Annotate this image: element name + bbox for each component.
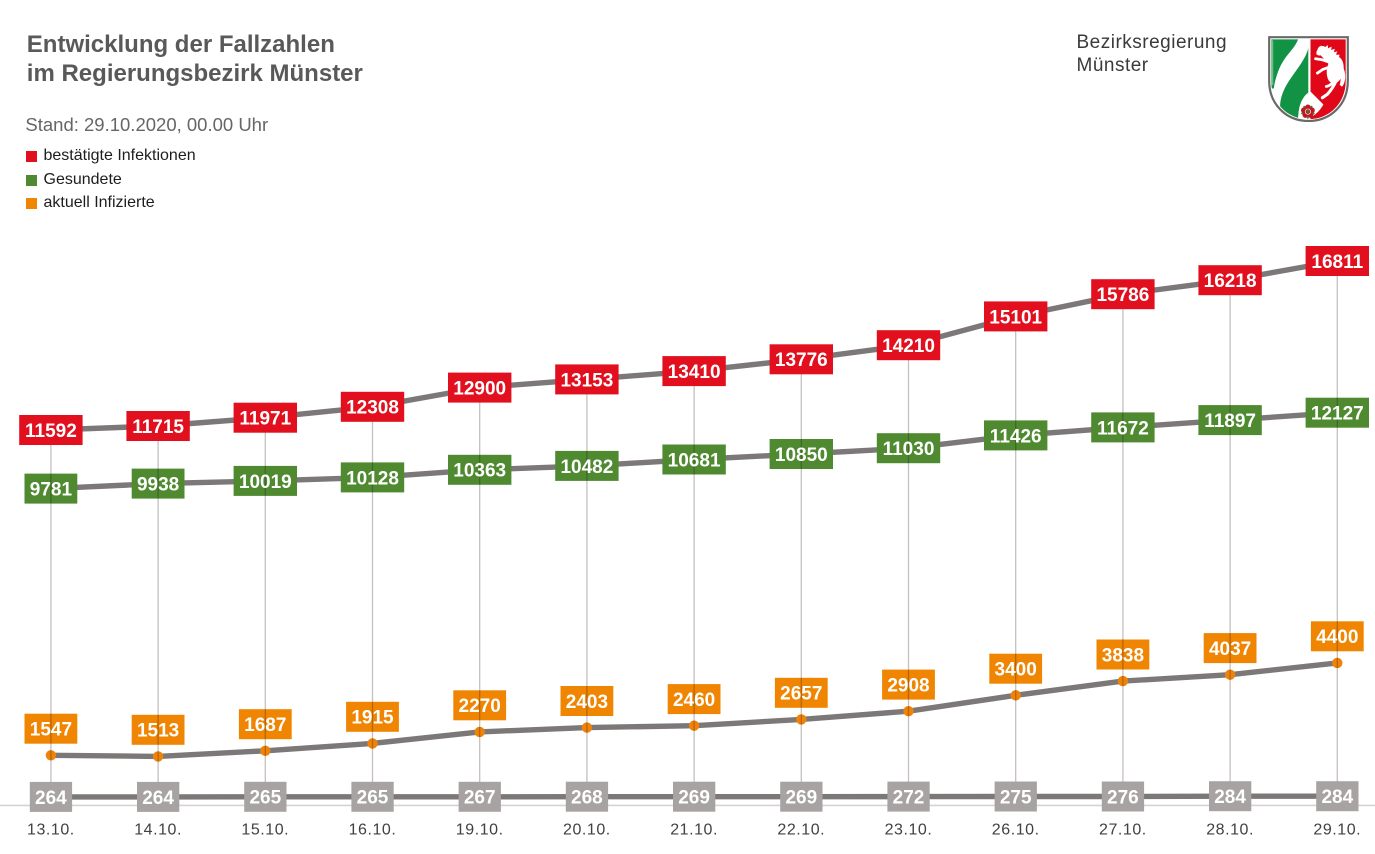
svg-text:26.10.: 26.10. (992, 822, 1040, 839)
svg-text:10019: 10019 (239, 472, 292, 493)
svg-text:10681: 10681 (668, 450, 721, 471)
svg-text:13410: 13410 (668, 362, 721, 383)
svg-text:13.10.: 13.10. (27, 822, 75, 839)
svg-text:15.10.: 15.10. (241, 822, 289, 839)
svg-text:284: 284 (1321, 787, 1353, 808)
svg-text:16811: 16811 (1311, 252, 1363, 273)
svg-text:28.10.: 28.10. (1206, 822, 1254, 839)
svg-text:9781: 9781 (30, 480, 73, 501)
svg-text:11672: 11672 (1097, 418, 1149, 439)
svg-text:1915: 1915 (351, 708, 394, 729)
svg-text:4037: 4037 (1209, 639, 1251, 660)
svg-text:275: 275 (1000, 787, 1032, 808)
svg-text:265: 265 (357, 788, 389, 809)
svg-text:11592: 11592 (25, 421, 77, 442)
svg-text:13153: 13153 (560, 370, 613, 391)
svg-text:20.10.: 20.10. (563, 822, 611, 839)
svg-text:11426: 11426 (990, 426, 1042, 447)
svg-text:284: 284 (1214, 787, 1246, 808)
svg-text:1687: 1687 (244, 715, 286, 736)
svg-text:11030: 11030 (883, 439, 935, 460)
svg-text:267: 267 (464, 788, 496, 809)
svg-text:268: 268 (571, 788, 603, 809)
svg-text:29.10.: 29.10. (1313, 822, 1361, 839)
svg-text:2657: 2657 (780, 684, 822, 705)
svg-text:276: 276 (1107, 787, 1139, 808)
svg-text:1547: 1547 (30, 720, 72, 741)
svg-text:1513: 1513 (137, 721, 179, 742)
svg-text:16.10.: 16.10. (349, 822, 397, 839)
svg-text:264: 264 (142, 788, 174, 809)
svg-text:23.10.: 23.10. (885, 822, 933, 839)
svg-text:10482: 10482 (560, 457, 613, 478)
svg-text:11715: 11715 (132, 417, 184, 438)
svg-text:11971: 11971 (239, 409, 291, 430)
svg-text:13776: 13776 (775, 350, 828, 371)
svg-text:2908: 2908 (887, 676, 929, 697)
svg-text:2460: 2460 (673, 690, 715, 711)
svg-text:27.10.: 27.10. (1099, 822, 1147, 839)
svg-text:10128: 10128 (346, 468, 399, 489)
svg-text:10850: 10850 (775, 445, 828, 466)
svg-text:9938: 9938 (137, 475, 179, 496)
svg-text:21.10.: 21.10. (670, 822, 718, 839)
svg-text:15101: 15101 (989, 307, 1042, 328)
svg-text:12308: 12308 (346, 398, 399, 419)
svg-text:3400: 3400 (995, 660, 1037, 681)
svg-text:10363: 10363 (453, 461, 506, 482)
svg-text:19.10.: 19.10. (456, 822, 504, 839)
svg-text:12127: 12127 (1311, 404, 1364, 425)
svg-text:15786: 15786 (1096, 285, 1149, 306)
svg-text:264: 264 (35, 788, 67, 809)
svg-text:272: 272 (893, 788, 925, 809)
svg-text:2270: 2270 (459, 696, 501, 717)
svg-text:2403: 2403 (566, 692, 608, 713)
svg-text:11897: 11897 (1204, 411, 1256, 432)
svg-text:14210: 14210 (882, 336, 935, 357)
svg-text:14.10.: 14.10. (134, 822, 182, 839)
svg-text:16218: 16218 (1204, 271, 1257, 292)
svg-text:3838: 3838 (1102, 645, 1144, 666)
svg-text:269: 269 (785, 788, 817, 809)
svg-text:265: 265 (249, 788, 281, 809)
svg-text:22.10.: 22.10. (777, 822, 825, 839)
svg-text:12900: 12900 (453, 379, 506, 400)
svg-text:4400: 4400 (1316, 627, 1358, 648)
svg-text:269: 269 (678, 788, 710, 809)
